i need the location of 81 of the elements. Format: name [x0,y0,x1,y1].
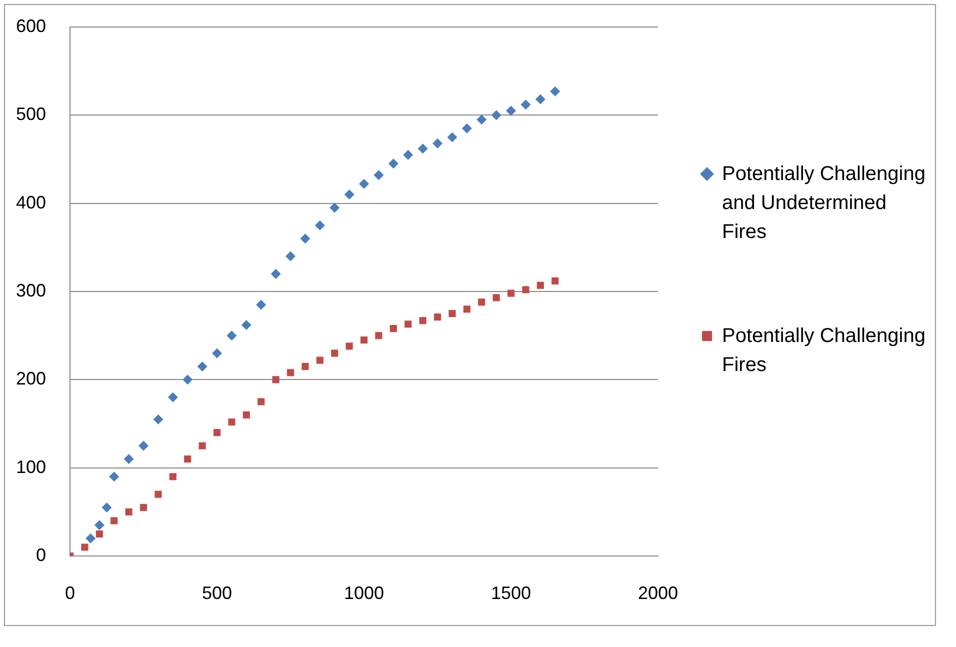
point [109,472,120,482]
point [168,392,178,402]
point [197,361,208,372]
point [213,429,221,436]
point [110,517,118,524]
point [242,411,250,418]
point [169,473,176,480]
y-tick-label: 100 [16,456,46,477]
legend-label: Potentially Challenging and Undetermined Fires [722,162,926,245]
point [302,362,309,370]
y-tick-label: 0 [36,544,46,565]
point [226,330,237,341]
point [330,202,340,213]
point [228,418,236,426]
point [81,544,88,551]
point [447,132,458,142]
x-tick-label: 0 [64,582,76,603]
point [270,268,281,279]
point [388,158,398,169]
point [552,277,559,284]
point [536,282,544,289]
x-tick-label: 500 [202,582,232,603]
point [256,300,266,310]
point [492,294,500,302]
point [478,298,486,306]
point [212,348,222,358]
legend-label: Potentially Challenging Fires [722,324,926,378]
point [403,150,414,160]
y-tick-label: 200 [16,368,46,389]
point [507,290,515,297]
point [404,320,412,328]
point [434,314,442,321]
point [360,336,368,344]
point [314,220,325,230]
x-tick-label: 1000 [344,582,384,603]
point [390,324,397,332]
point [286,369,294,376]
point [535,94,546,104]
point [346,342,353,350]
point [506,106,516,116]
point [491,110,502,120]
point [258,398,265,406]
point [374,170,384,180]
point [522,286,530,294]
point [124,454,134,464]
point [300,234,310,244]
point [96,530,103,538]
point [198,442,206,450]
point [462,123,472,134]
point [182,374,193,385]
point [94,520,104,530]
point [102,502,112,513]
x-tick-label: 1500 [490,582,532,603]
point [272,376,280,384]
x-tick-label: 2000 [638,582,678,603]
point [344,190,354,200]
point [418,144,428,154]
y-tick-label: 400 [16,192,46,212]
point [375,332,382,340]
point [331,350,338,357]
point [125,508,132,516]
point [359,178,369,189]
point [86,533,96,544]
y-tick-label: 300 [16,280,46,300]
point [463,306,470,313]
point [138,440,148,451]
point [316,356,324,364]
point [153,414,164,424]
point [550,86,560,96]
point [432,138,442,148]
point [184,455,192,463]
point [286,251,296,262]
y-tick-label: 600 [16,16,46,36]
point [419,317,426,324]
point [140,504,148,512]
point [520,100,531,110]
point [241,320,252,330]
point [448,310,456,318]
point [476,114,487,125]
y-tick-label: 500 [16,104,46,124]
point [154,490,162,498]
